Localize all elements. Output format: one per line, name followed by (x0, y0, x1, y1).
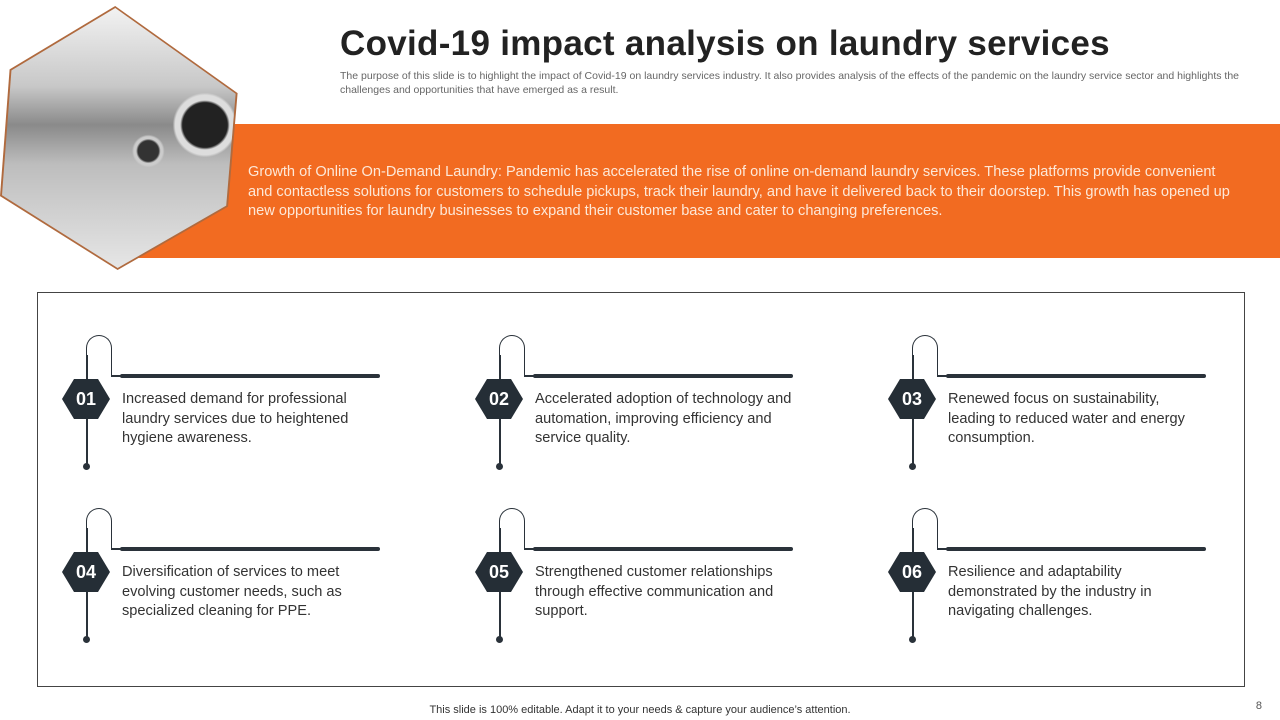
number-hexagon: 06 (888, 552, 936, 592)
impact-text: Resilience and adaptability demonstrated… (948, 564, 1152, 619)
impact-item: 06 Resilience and adaptability demonstra… (888, 508, 1242, 648)
number-hexagon: 04 (62, 552, 110, 592)
divider-bar (533, 374, 793, 378)
connector-loop (499, 335, 525, 377)
connector-dot (83, 463, 90, 470)
impact-item: 05 Strengthened customer relationships t… (475, 508, 829, 648)
divider-bar (946, 547, 1206, 551)
divider-bar (120, 374, 380, 378)
page-title: Covid-19 impact analysis on laundry serv… (340, 24, 1110, 63)
connector-link (524, 375, 534, 377)
divider-bar (533, 547, 793, 551)
impact-item: 01 Increased demand for professional lau… (62, 335, 416, 475)
connector-dot (909, 463, 916, 470)
connector-link (111, 375, 121, 377)
page-number: 8 (1255, 700, 1262, 712)
connector-dot (496, 463, 503, 470)
divider-bar (120, 547, 380, 551)
impact-text: Strengthened customer relationships thro… (535, 564, 774, 619)
connector-dot (909, 636, 916, 643)
connector-link (937, 375, 947, 377)
impact-text: Increased demand for professional laundr… (122, 391, 349, 446)
connector-loop (912, 335, 938, 377)
connector-link (937, 548, 947, 550)
footer-note: This slide is 100% editable. Adapt it to… (429, 704, 851, 716)
connector-loop (912, 508, 938, 550)
connector-link (111, 548, 121, 550)
connector-loop (86, 335, 112, 377)
impact-text: Renewed focus on sustainability, leading… (948, 391, 1185, 446)
connector-dot (83, 636, 90, 643)
impact-text: Accelerated adoption of technology and a… (535, 391, 792, 446)
connector-dot (496, 636, 503, 643)
divider-bar (946, 374, 1206, 378)
impact-item: 04 Diversification of services to meet e… (62, 508, 416, 648)
impact-item: 02 Accelerated adoption of technology an… (475, 335, 829, 475)
connector-link (524, 548, 534, 550)
banner-text: Growth of Online On-Demand Laundry: Pand… (248, 164, 1230, 219)
impact-item: 03 Renewed focus on sustainability, lead… (888, 335, 1242, 475)
connector-loop (499, 508, 525, 550)
connector-loop (86, 508, 112, 550)
laundromat-photo (0, 6, 238, 270)
impact-points-box (37, 292, 1245, 687)
page-subtitle: The purpose of this slide is to highligh… (340, 70, 1240, 96)
number-hexagon: 05 (475, 552, 523, 592)
impact-text: Diversification of services to meet evol… (122, 564, 342, 619)
